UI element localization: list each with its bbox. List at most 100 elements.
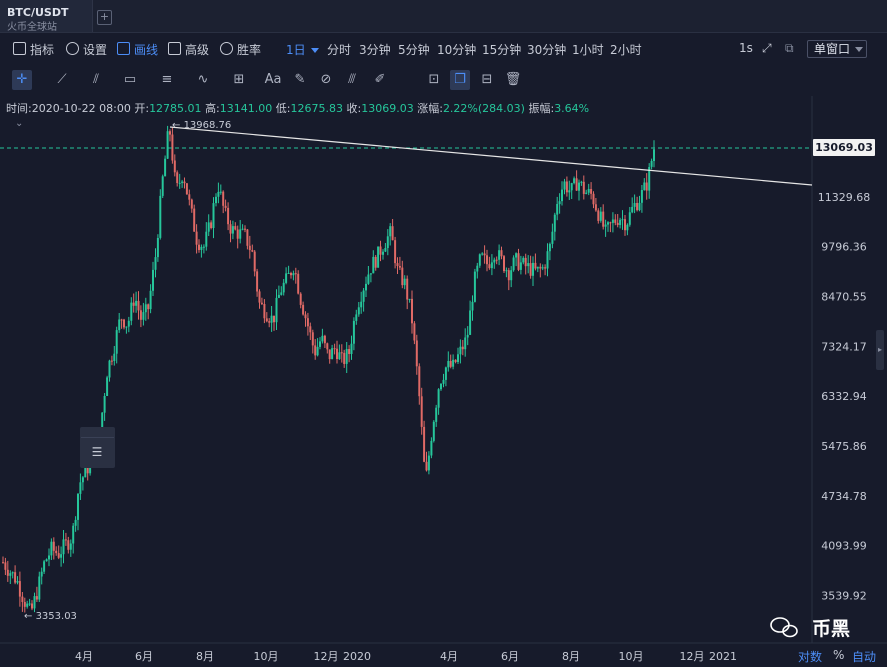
auto-scale-toggle[interactable]: 自动 [852, 650, 877, 664]
candle-body [515, 253, 518, 258]
candle-body [137, 300, 140, 311]
hide-icon[interactable]: ⊟ [481, 72, 493, 87]
copy-icon[interactable]: ❐ [450, 70, 470, 90]
period-2h[interactable]: 2小时 [610, 43, 642, 57]
win-rate-button[interactable]: 胜率 [220, 41, 261, 58]
candle-body [43, 561, 46, 572]
candle-body [224, 205, 227, 208]
candle-body [372, 256, 375, 274]
sliders-icon[interactable]: ☰ [91, 445, 103, 459]
candle-body [536, 266, 539, 269]
percent-toggle[interactable]: % [833, 648, 845, 662]
candle-body [156, 238, 159, 258]
candle-body [534, 262, 537, 269]
candle-body [369, 273, 372, 275]
candle-body [52, 541, 55, 551]
candle-body [326, 343, 329, 350]
lock-icon[interactable]: ⊡ [428, 72, 440, 87]
change-label: 涨幅: [417, 102, 443, 115]
candle-body [60, 554, 63, 558]
advanced-label: 高级 [185, 43, 210, 57]
window-mode-select[interactable]: 单窗口 [807, 40, 867, 58]
x-tick-label: 8月 [562, 650, 580, 663]
candle-body [258, 291, 261, 303]
candle-body [640, 190, 643, 203]
candle-body [444, 367, 447, 380]
chart-toolbar: 指标 设置 画线 高级 胜率 1日 分时 3分钟 5分钟 10分钟 15分钟 3… [0, 35, 887, 63]
candle-body [590, 189, 593, 194]
advanced-button[interactable]: 高级 [168, 41, 209, 58]
candle-body [488, 264, 491, 269]
candle-body [202, 246, 205, 248]
trendline-icon[interactable]: ⟋ [57, 72, 67, 87]
brush-icon[interactable]: ✎ [294, 72, 306, 87]
period-10m[interactable]: 10分钟 [437, 43, 477, 57]
eraser-icon[interactable]: ✐ [374, 72, 386, 87]
magnet-icon[interactable]: ⊘ [320, 72, 332, 87]
text-icon[interactable]: Aa [264, 72, 282, 87]
period-1h[interactable]: 1小时 [572, 43, 604, 57]
candle-body [316, 346, 319, 356]
candle-body [643, 182, 646, 191]
period-15m[interactable]: 15分钟 [482, 43, 522, 57]
x-tick-label: 8月 [196, 650, 214, 663]
symbol-tab[interactable]: BTC/USDT 火币全球站 [0, 0, 93, 33]
candle-body [403, 278, 406, 286]
candle-body [503, 256, 505, 272]
fullscreen-icon[interactable]: ⤢ [762, 41, 772, 55]
indicator-icon [13, 42, 26, 55]
candle-body [217, 191, 220, 197]
period-3m[interactable]: 3分钟 [359, 43, 391, 57]
candle-body [285, 273, 288, 283]
settings-button[interactable]: 设置 [66, 41, 107, 58]
indicators-button[interactable]: 指标 [13, 41, 54, 58]
x-tick-label: 4月 [440, 650, 458, 663]
candle-body [74, 519, 77, 526]
candle-body [256, 271, 259, 292]
candle-body [38, 576, 41, 600]
candle-body [23, 602, 26, 607]
ruler-icon[interactable]: ⫻ [348, 72, 356, 87]
candle-body [86, 465, 89, 474]
candle-body [524, 257, 527, 267]
period-1d[interactable]: 1日 [286, 41, 319, 58]
period-5m[interactable]: 5分钟 [398, 43, 430, 57]
fib-icon[interactable]: ≡ [161, 72, 173, 87]
crosshair-icon[interactable]: ✛ [12, 70, 32, 90]
refresh-interval[interactable]: 1s [739, 41, 753, 55]
candle-body [638, 202, 641, 211]
period-30m[interactable]: 30分钟 [527, 43, 567, 57]
drawing-button[interactable]: 画线 [117, 41, 158, 58]
floating-panel[interactable] [80, 427, 115, 468]
trash-icon[interactable]: 🗑 [504, 72, 522, 87]
period-timeshare[interactable]: 分时 [327, 43, 352, 57]
candle-body [512, 257, 515, 271]
channel-icon[interactable]: ⫽ [93, 72, 99, 87]
grid-icon[interactable]: ⊞ [233, 72, 245, 87]
candle-body [212, 203, 215, 228]
side-panel-handle[interactable]: ▸ [876, 330, 884, 370]
add-tab-button[interactable]: + [97, 10, 112, 25]
candle-body [57, 553, 60, 558]
candle-body [396, 263, 399, 266]
candle-body [556, 204, 559, 215]
candle-body [507, 270, 510, 281]
candle-body [11, 572, 14, 574]
candle-body [490, 262, 493, 269]
candle-body [611, 219, 614, 223]
candle-body [181, 181, 184, 183]
resistance-trendline[interactable] [169, 126, 813, 186]
log-scale-toggle[interactable]: 对数 [798, 650, 823, 664]
candle-body [607, 222, 609, 225]
collapse-info-icon[interactable]: ⌄ [15, 118, 24, 129]
candle-body [452, 359, 455, 367]
candle-body [135, 300, 138, 306]
open-label: 开: [134, 102, 150, 115]
candle-body [198, 244, 200, 250]
candle-body [587, 189, 590, 193]
candle-body [345, 349, 348, 364]
screenshot-icon[interactable]: ⧉ [785, 41, 794, 55]
rectangle-icon[interactable]: ▭ [123, 72, 137, 87]
wave-icon[interactable]: ∿ [197, 72, 209, 87]
